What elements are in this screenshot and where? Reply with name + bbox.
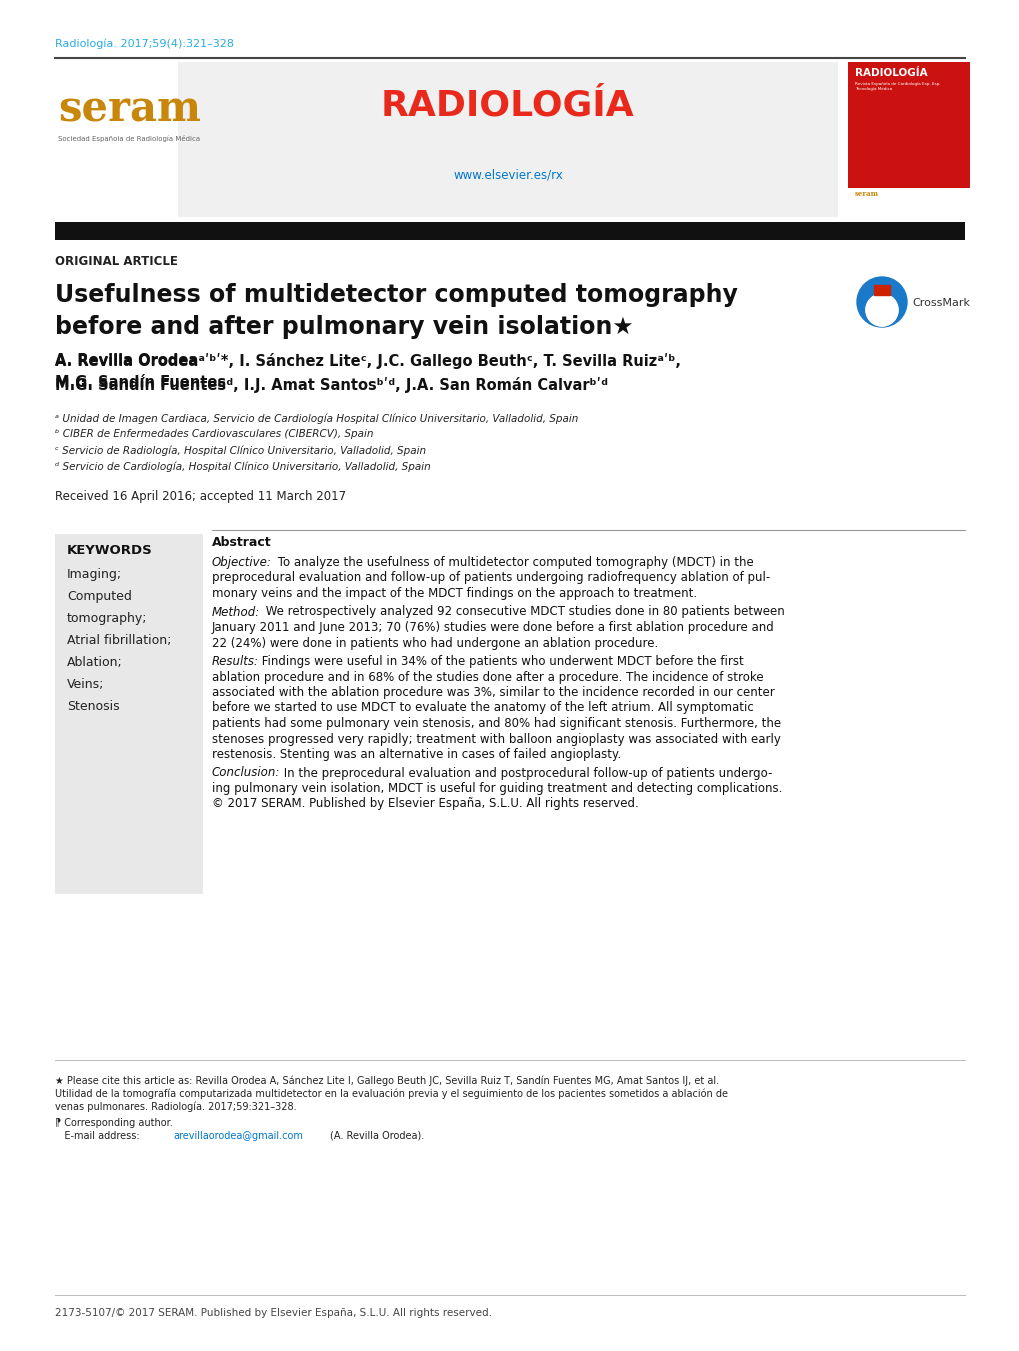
Text: ablation procedure and in 68% of the studies done after a procedure. The inciden: ablation procedure and in 68% of the stu… xyxy=(212,670,763,684)
Text: Imaging;: Imaging; xyxy=(67,567,122,581)
Text: patients had some pulmonary vein stenosis, and 80% had significant stenosis. Fur: patients had some pulmonary vein stenosi… xyxy=(212,717,781,730)
Text: Objective:: Objective: xyxy=(212,557,272,569)
Text: Results:: Results: xyxy=(212,655,259,667)
Text: associated with the ablation procedure was 3%, similar to the incidence recorded: associated with the ablation procedure w… xyxy=(212,686,774,698)
Polygon shape xyxy=(873,285,890,295)
Text: Computed: Computed xyxy=(67,590,131,603)
Circle shape xyxy=(865,295,897,326)
Bar xyxy=(847,62,969,218)
Text: M.G. Sandín Fuentes: M.G. Sandín Fuentes xyxy=(55,376,226,390)
Bar xyxy=(55,222,964,240)
Text: restenosis. Stenting was an alternative in cases of failed angioplasty.: restenosis. Stenting was an alternative … xyxy=(212,748,621,761)
Text: (A. Revilla Orodea).: (A. Revilla Orodea). xyxy=(330,1131,424,1142)
Text: www.elsevier.es/rx: www.elsevier.es/rx xyxy=(452,168,562,181)
Text: ᵈ Servicio de Cardiología, Hospital Clínico Universitario, Valladolid, Spain: ᵈ Servicio de Cardiología, Hospital Clín… xyxy=(55,461,430,471)
Text: Conclusion:: Conclusion: xyxy=(212,766,280,780)
Text: seram: seram xyxy=(854,190,878,199)
Text: To analyze the usefulness of multidetector computed tomography (MDCT) in the: To analyze the usefulness of multidetect… xyxy=(274,557,753,569)
Text: Stenosis: Stenosis xyxy=(67,700,119,713)
Text: venas pulmonares. Radiología. 2017;59:321–328.: venas pulmonares. Radiología. 2017;59:32… xyxy=(55,1102,297,1112)
Text: ᵇ CIBER de Enfermedades Cardiovasculares (CIBERCV), Spain: ᵇ CIBER de Enfermedades Cardiovasculares… xyxy=(55,430,373,439)
Text: Abstract: Abstract xyxy=(212,536,271,549)
Text: tomography;: tomography; xyxy=(67,612,148,626)
Circle shape xyxy=(865,295,897,326)
Text: arevillaorodea@gmail.com: arevillaorodea@gmail.com xyxy=(173,1131,303,1142)
Text: ing pulmonary vein isolation, MDCT is useful for guiding treatment and detecting: ing pulmonary vein isolation, MDCT is us… xyxy=(212,782,782,794)
Text: stenoses progressed very rapidly; treatment with balloon angioplasty was associa: stenoses progressed very rapidly; treatm… xyxy=(212,732,781,746)
Text: Usefulness of multidetector computed tomography: Usefulness of multidetector computed tom… xyxy=(55,282,737,307)
Text: Received 16 April 2016; accepted 11 March 2017: Received 16 April 2016; accepted 11 Marc… xyxy=(55,490,345,503)
Text: CrossMark: CrossMark xyxy=(911,299,969,308)
Text: We retrospectively analyzed 92 consecutive MDCT studies done in 80 patients betw: We retrospectively analyzed 92 consecuti… xyxy=(262,605,784,619)
Text: before we started to use MDCT to evaluate the anatomy of the left atrium. All sy: before we started to use MDCT to evaluat… xyxy=(212,701,753,715)
Bar xyxy=(55,534,203,894)
Text: 22 (24%) were done in patients who had undergone an ablation procedure.: 22 (24%) were done in patients who had u… xyxy=(212,636,657,650)
Text: seram: seram xyxy=(58,88,201,130)
Text: Method:: Method: xyxy=(212,605,260,619)
Circle shape xyxy=(856,277,906,327)
Text: ORIGINAL ARTICLE: ORIGINAL ARTICLE xyxy=(55,255,177,267)
Text: Veins;: Veins; xyxy=(67,678,104,690)
Text: before and after pulmonary vein isolation★: before and after pulmonary vein isolatio… xyxy=(55,315,633,339)
Text: Findings were useful in 34% of the patients who underwent MDCT before the first: Findings were useful in 34% of the patie… xyxy=(258,655,743,667)
Text: ⁋ Corresponding author.: ⁋ Corresponding author. xyxy=(55,1119,172,1128)
Text: M.G. Sandín Fuentesᵈ, I.J. Amat Santosᵇʹᵈ, J.A. San Román Calvarᵇʹᵈ: M.G. Sandín Fuentesᵈ, I.J. Amat Santosᵇʹ… xyxy=(55,377,607,393)
Text: ᶜ Servicio de Radiología, Hospital Clínico Universitario, Valladolid, Spain: ᶜ Servicio de Radiología, Hospital Clíni… xyxy=(55,444,426,455)
Text: Revista Española de Cardiología Esp. Esp.
Tecnología Médica: Revista Española de Cardiología Esp. Esp… xyxy=(854,82,940,91)
Text: January 2011 and June 2013; 70 (76%) studies were done before a first ablation p: January 2011 and June 2013; 70 (76%) stu… xyxy=(212,621,774,634)
Text: A. Revilla Orodeaᵃʹᵇʹ*, I. Sánchez Liteᶜ, J.C. Gallego Beuthᶜ, T. Sevilla Ruizᵃʹ: A. Revilla Orodeaᵃʹᵇʹ*, I. Sánchez Liteᶜ… xyxy=(55,353,681,369)
Text: monary veins and the impact of the MDCT findings on the approach to treatment.: monary veins and the impact of the MDCT … xyxy=(212,586,696,600)
Text: Ablation;: Ablation; xyxy=(67,657,122,669)
Text: RADIOLOGÍA: RADIOLOGÍA xyxy=(854,68,926,78)
Text: E-mail address:: E-mail address: xyxy=(55,1131,140,1142)
Text: Utilidad de la tomografía computarizada multidetector en la evaluación previa y : Utilidad de la tomografía computarizada … xyxy=(55,1089,728,1100)
Text: KEYWORDS: KEYWORDS xyxy=(67,544,153,557)
Text: RADIOLOGÍA: RADIOLOGÍA xyxy=(381,88,634,122)
Text: Sociedad Española de Radiología Médica: Sociedad Española de Radiología Médica xyxy=(58,135,200,142)
Text: 2173-5107/© 2017 SERAM. Published by Elsevier España, S.L.U. All rights reserved: 2173-5107/© 2017 SERAM. Published by Els… xyxy=(55,1308,491,1319)
Text: In the preprocedural evaluation and postprocedural follow-up of patients undergo: In the preprocedural evaluation and post… xyxy=(280,766,771,780)
Text: Atrial fibrillation;: Atrial fibrillation; xyxy=(67,634,171,647)
Text: ᵃ Unidad de Imagen Cardiaca, Servicio de Cardiología Hospital Clínico Universita: ᵃ Unidad de Imagen Cardiaca, Servicio de… xyxy=(55,413,578,423)
Text: © 2017 SERAM. Published by Elsevier España, S.L.U. All rights reserved.: © 2017 SERAM. Published by Elsevier Espa… xyxy=(212,797,638,811)
Bar xyxy=(178,62,838,218)
Text: A. Revilla Orodea: A. Revilla Orodea xyxy=(55,353,203,367)
Text: ★ Please cite this article as: Revilla Orodea A, Sánchez Lite I, Gallego Beuth J: ★ Please cite this article as: Revilla O… xyxy=(55,1075,718,1086)
Bar xyxy=(847,188,969,218)
Bar xyxy=(873,285,890,311)
Text: Radiología. 2017;59(4):321–328: Radiología. 2017;59(4):321–328 xyxy=(55,38,233,49)
Text: preprocedural evaluation and follow-up of patients undergoing radiofrequency abl: preprocedural evaluation and follow-up o… xyxy=(212,571,769,585)
